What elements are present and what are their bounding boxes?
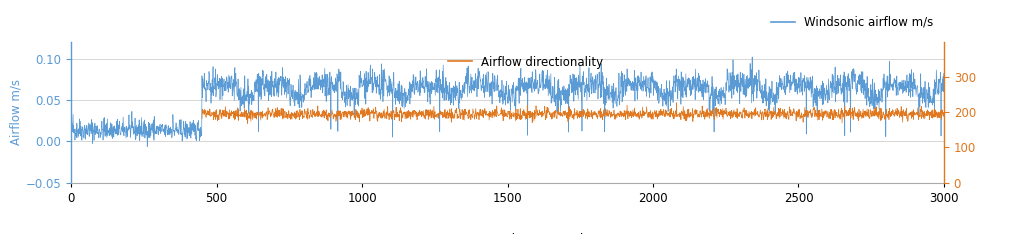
Y-axis label: Airflow m/s: Airflow m/s [10,79,22,145]
Legend: Airflow directionality: Airflow directionality [444,51,608,73]
Text: time, seconds: time, seconds [506,233,590,234]
